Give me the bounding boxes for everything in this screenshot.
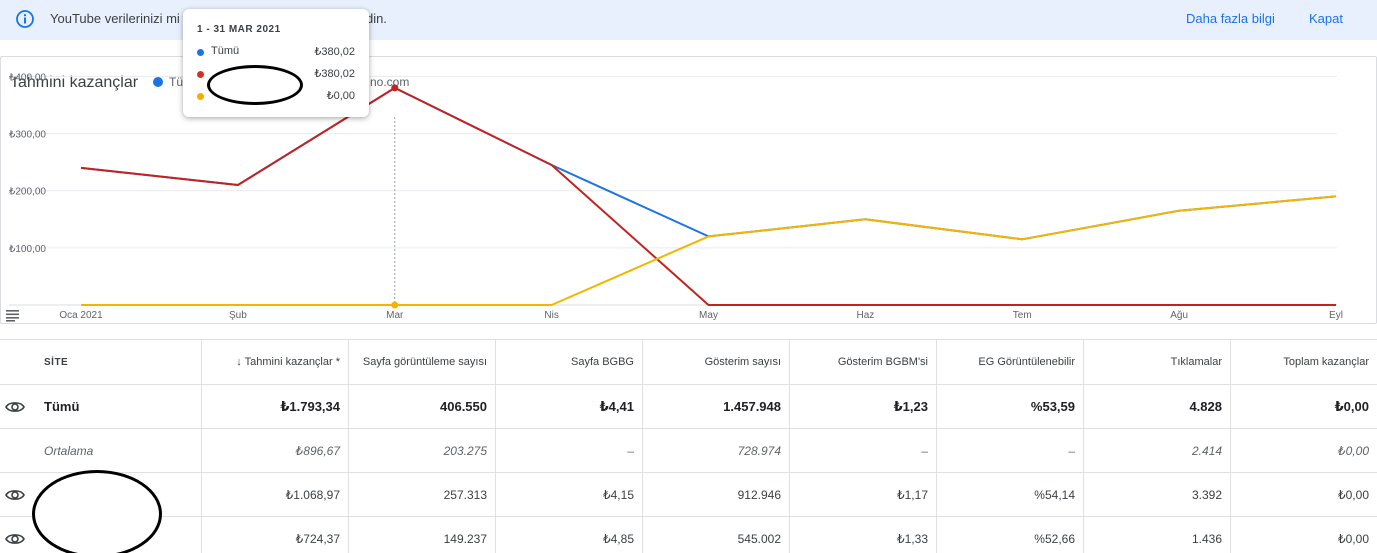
cell-est-earnings: ₺724,37 (295, 531, 340, 546)
column-divider (789, 339, 790, 553)
menu-icon[interactable] (6, 308, 20, 322)
info-icon (16, 10, 34, 28)
tooltip-value: ₺0,00 (326, 90, 355, 102)
banner-text: YouTube verilerinizi mi (50, 11, 180, 26)
series-line-2 (81, 195, 1337, 306)
x-tick-label: Eyl (1329, 310, 1343, 321)
column-divider (642, 339, 643, 553)
col-header-viewable[interactable]: EG Görüntülenebilir (978, 356, 1075, 368)
legend-dot (153, 77, 163, 87)
cell-impressions: 728.974 (737, 443, 781, 458)
table-row[interactable]: Ortalama ₺896,67 203.275 – 728.974 – – 2.414 ₺0,… (0, 429, 1377, 473)
series-line-1 (80, 86, 1336, 306)
cell-impression-rpm: – (921, 443, 928, 458)
cell-page-rpm: – (627, 443, 634, 458)
eye-icon[interactable] (5, 400, 25, 414)
cell-est-earnings: ₺1.068,97 (285, 487, 340, 502)
column-divider (1083, 339, 1084, 553)
legend-label: Tü (169, 75, 184, 89)
cell-viewable: %54,14 (1034, 487, 1075, 502)
x-tick-label: Ağu (1170, 310, 1188, 321)
x-tick-label: Nis (544, 310, 558, 321)
cell-clicks: 2.414 (1191, 443, 1222, 458)
close-banner-button[interactable]: Kapat (1309, 11, 1343, 26)
x-tick-label: May (699, 310, 718, 321)
tooltip-dot (197, 71, 204, 78)
cell-page-rpm: ₺4,41 (599, 398, 634, 414)
cell-viewable: %53,59 (1030, 399, 1075, 414)
cell-total-earnings: ₺0,00 (1338, 443, 1369, 458)
cell-est-earnings: ₺896,67 (295, 443, 340, 458)
table-header: SİTE ↓ Tahmini kazançlar * Sayfa görüntü… (0, 339, 1377, 385)
cell-clicks: 3.392 (1191, 487, 1222, 502)
redaction-ellipse (207, 65, 303, 105)
column-divider (936, 339, 937, 553)
table-row[interactable]: ₺724,37 149.237 ₺4,85 545.002 ₺1,33 %52,66 1.4… (0, 517, 1377, 553)
col-header-impression-rpm[interactable]: Gösterim BGBM'si (837, 356, 928, 368)
cell-impression-rpm: ₺1,17 (897, 487, 928, 502)
redaction-ellipse (32, 470, 162, 553)
cell-viewable: – (1068, 443, 1075, 458)
hover-point (391, 84, 399, 92)
cell-clicks: 1.436 (1191, 531, 1222, 546)
cell-impressions: 912.946 (737, 487, 781, 502)
cell-pageviews: 203.275 (443, 443, 487, 458)
legend-item-all[interactable]: Tü (153, 75, 183, 89)
cell-impressions: 1.457.948 (723, 399, 781, 414)
cell-est-earnings: ₺1.793,34 (280, 398, 340, 414)
tooltip-value: ₺380,02 (314, 68, 355, 80)
col-header-est-earnings[interactable]: ↓ Tahmini kazançlar * (236, 356, 340, 368)
cell-pageviews: 257.313 (443, 487, 487, 502)
cell-pageviews: 149.237 (443, 531, 487, 546)
cell-impression-rpm: ₺1,23 (893, 398, 928, 414)
col-header-pageviews[interactable]: Sayfa görüntüleme sayısı (362, 356, 487, 368)
hover-point (391, 301, 399, 309)
y-tick-label: ₺300,00 (9, 130, 46, 141)
legend-item-site[interactable]: no.com (370, 75, 409, 89)
col-header-impressions[interactable]: Gösterim sayısı (704, 356, 781, 368)
cell-total-earnings: ₺0,00 (1334, 398, 1369, 414)
y-tick-label: ₺200,00 (9, 187, 46, 198)
col-header-site[interactable]: SİTE (44, 356, 69, 368)
tooltip-label: Tümü (211, 45, 240, 57)
chart-title: Tahmini kazançlar (10, 74, 139, 91)
cell-clicks: 4.828 (1189, 399, 1222, 414)
earnings-line-chart[interactable]: ₺400,00 ₺300,00 ₺200,00 ₺100,00 Oca 2021 Şub M… (1, 57, 1376, 323)
cell-pageviews: 406.550 (440, 399, 487, 414)
cell-impressions: 545.002 (737, 531, 781, 546)
site-name: Tümü (44, 399, 80, 414)
tooltip-date: 1 - 31 MAR 2021 (197, 24, 281, 35)
x-tick-label: Haz (856, 310, 874, 321)
col-header-page-rpm[interactable]: Sayfa BGBG (571, 356, 634, 368)
cell-total-earnings: ₺0,00 (1338, 487, 1369, 502)
cell-impression-rpm: ₺1,33 (897, 531, 928, 546)
y-tick-label: ₺400,00 (9, 72, 46, 83)
tooltip-value: ₺380,02 (314, 46, 355, 58)
col-header-clicks[interactable]: Tıklamalar (1170, 356, 1222, 368)
column-divider (1230, 339, 1231, 553)
x-tick-label: Şub (229, 310, 247, 321)
legend-label: no.com (370, 75, 410, 89)
eye-icon[interactable] (5, 488, 25, 502)
column-divider (348, 339, 349, 553)
cell-page-rpm: ₺4,85 (603, 531, 634, 546)
learn-more-link[interactable]: Daha fazla bilgi (1186, 11, 1275, 26)
cell-viewable: %52,66 (1034, 531, 1075, 546)
x-tick-label: Mar (386, 310, 404, 321)
col-header-total-earnings[interactable]: Toplam kazançlar (1283, 356, 1369, 368)
x-tick-label: Tem (1013, 310, 1032, 321)
eye-icon[interactable] (5, 532, 25, 546)
column-divider (495, 339, 496, 553)
y-tick-label: ₺100,00 (9, 244, 46, 255)
cell-page-rpm: ₺4,15 (603, 487, 634, 502)
table-row[interactable]: ₺1.068,97 257.313 ₺4,15 912.946 ₺1,17 %54,14 3… (0, 473, 1377, 517)
tooltip-dot (197, 49, 204, 56)
site-name: Ortalama (44, 443, 94, 458)
cell-total-earnings: ₺0,00 (1338, 531, 1369, 546)
x-tick-label: Oca 2021 (59, 310, 103, 321)
column-divider (201, 339, 202, 553)
tooltip-dot (197, 93, 204, 100)
table-row[interactable]: Tümü ₺1.793,34 406.550 ₺4,41 1.457.948 ₺1,23%… (0, 385, 1377, 429)
